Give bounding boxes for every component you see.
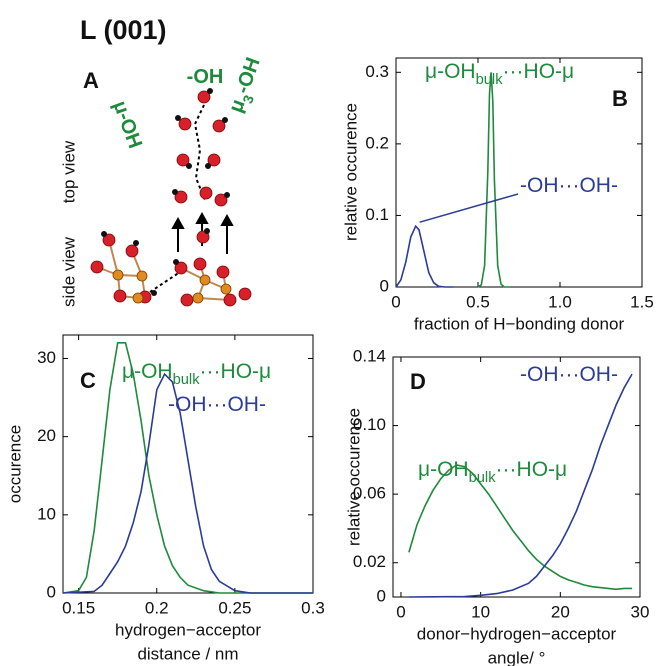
series-label: -OH···OH-: [520, 174, 618, 197]
series-line: [477, 72, 511, 288]
series-line: [62, 372, 313, 594]
y-tick-label: 0.06: [353, 484, 386, 503]
x-tick-label: 20: [551, 602, 570, 621]
y-tick-label: 0.2: [365, 133, 389, 152]
y-axis-label: occurence: [5, 425, 24, 503]
series-label: -OH···OH-: [520, 363, 618, 386]
series-label: -OH···OH-: [168, 393, 266, 416]
series-label: μ-OHbulk···HO-μ: [418, 458, 567, 486]
panel-letter: D: [410, 369, 426, 394]
h-bonds: [149, 104, 206, 293]
y-tick-label: 0: [377, 586, 386, 605]
x-tick-label: 1.0: [548, 292, 572, 311]
site-label: μ3-OH: [225, 55, 269, 117]
x-tick-label: 30: [631, 602, 650, 621]
series-line: [408, 373, 633, 598]
x-axis-label: donor−hydrogen−acceptor: [417, 624, 617, 643]
figure-title: L (001): [80, 15, 167, 45]
y-tick-label: 0.3: [365, 62, 389, 81]
hydrogen-atoms: [101, 88, 230, 296]
x-tick-label: 0.15: [62, 598, 95, 617]
series-label: μ-OHbulk···HO-μ: [425, 60, 574, 88]
x-axis-label: angle/ °: [488, 648, 546, 666]
x-axis-label: fraction of H−bonding donor: [414, 314, 625, 333]
x-tick-label: 10: [471, 602, 490, 621]
arrows: [171, 211, 234, 254]
y-axis-label: relative occurence: [344, 408, 363, 546]
metal-atoms: [112, 269, 232, 304]
y-tick-label: 0.14: [353, 346, 386, 365]
series-line: [62, 342, 313, 594]
series-label: μ-OHbulk···HO-μ: [122, 360, 271, 388]
x-tick-label: 0: [396, 602, 405, 621]
panel-a: A μ-OH -OH μ3-OH top view side view: [59, 55, 269, 307]
y-tick-label: 30: [37, 348, 56, 367]
y-tick-label: 10: [37, 504, 56, 523]
view-label: side view: [59, 236, 78, 307]
x-axis-label: hydrogen−acceptor: [115, 620, 261, 639]
y-tick-label: 0: [47, 582, 56, 601]
x-tick-label: 1.5: [630, 292, 654, 311]
x-tick-label: 0: [391, 292, 400, 311]
series-line: [395, 224, 454, 288]
series-line: [408, 464, 632, 591]
site-label: -OH: [187, 66, 224, 88]
y-tick-label: 0.02: [353, 552, 386, 571]
y-tick-label: 0.1: [365, 205, 389, 224]
x-axis-label: distance / nm: [137, 644, 238, 663]
plot-frame: [62, 334, 314, 594]
x-tick-label: 0.3: [301, 598, 325, 617]
plot-frame: [392, 356, 641, 598]
view-label: top view: [59, 140, 78, 203]
y-tick-label: 20: [37, 426, 56, 445]
x-tick-label: 0.2: [145, 598, 169, 617]
y-tick-label: 0: [380, 276, 389, 295]
oxygen-atoms: [90, 90, 252, 307]
plot-frame: [395, 57, 643, 288]
panel-letter: B: [612, 86, 628, 111]
y-axis-label: relative occurence: [341, 103, 360, 241]
site-label: μ-OH: [108, 98, 145, 151]
panel-letter: C: [80, 368, 96, 393]
x-tick-label: 0.5: [466, 292, 490, 311]
annotation-pointer: [419, 193, 519, 223]
panel-letter: A: [83, 68, 99, 93]
x-tick-label: 0.25: [218, 598, 251, 617]
y-tick-label: 0.10: [353, 415, 386, 434]
